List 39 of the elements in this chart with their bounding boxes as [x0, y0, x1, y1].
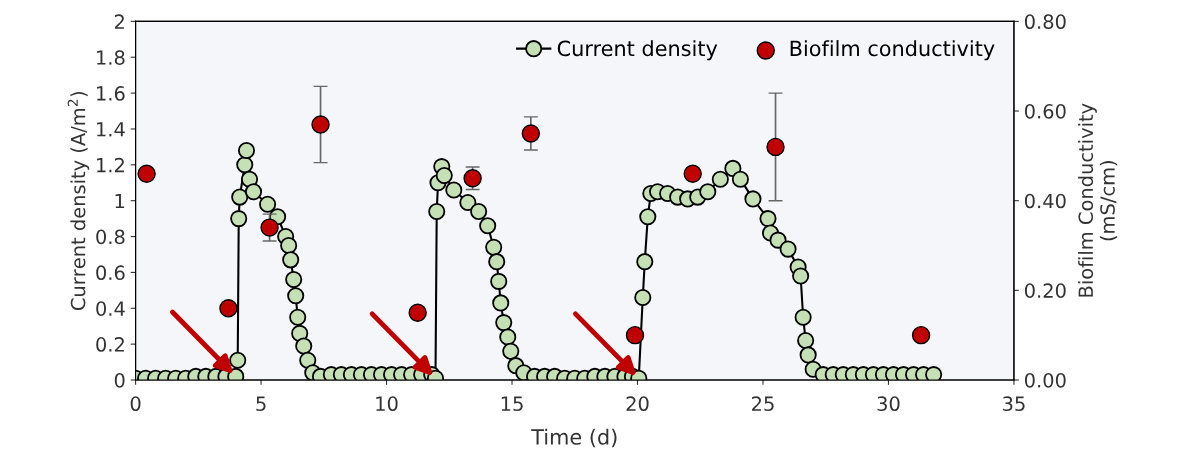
y-tick-label: 1.4 — [97, 122, 125, 137]
point — [408, 303, 427, 322]
x-tick-label: 0 — [130, 396, 141, 412]
legend-label: Current density — [557, 40, 718, 61]
y-tick-label: 0.2 — [96, 337, 124, 352]
point — [766, 137, 785, 157]
point — [311, 115, 330, 134]
point — [521, 124, 541, 143]
y2-tick-label: 0.40 — [1024, 193, 1066, 209]
point — [683, 164, 702, 183]
y-tick-label: 0.6 — [96, 265, 125, 281]
x-tick-label: 10 — [376, 396, 398, 412]
y-tick-label: 1.2 — [97, 157, 124, 173]
y2-tick-label: 0.00 — [1024, 372, 1066, 388]
y-axis-title: Current density (A/m$^{2}$) — [67, 92, 90, 311]
y-tick-label: 1.8 — [97, 50, 125, 65]
y-tick-label: 2 — [114, 14, 124, 29]
x-tick-label: 5 — [256, 396, 266, 412]
legend-label: Biofilm conductivity — [790, 40, 995, 61]
point — [911, 325, 931, 345]
point — [219, 299, 238, 318]
y2-tick-label: 0.80 — [1024, 14, 1066, 30]
x-tick-label: 20 — [626, 396, 649, 412]
y-tick-label: 1.6 — [97, 86, 125, 101]
x-tick-label: 30 — [877, 396, 900, 412]
point — [260, 218, 279, 237]
y2-axis-title: Biofilm Conductivity (mS/cm) — [1078, 103, 1118, 297]
y-tick-label: 0.4 — [96, 301, 125, 316]
x-axis-title: Time (d) — [531, 428, 617, 448]
y-tick-label: 1 — [115, 193, 125, 209]
point — [137, 164, 156, 183]
x-tick-label: 15 — [501, 396, 523, 412]
y-tick-label: 0 — [114, 372, 125, 388]
y2-tick-label: 0.60 — [1024, 103, 1066, 119]
y2-tick-label: 0.20 — [1024, 283, 1066, 299]
y-tick-label: 0.8 — [96, 229, 125, 245]
point — [625, 325, 645, 345]
x-tick-label: 25 — [752, 396, 774, 412]
x-tick-label: 35 — [1003, 396, 1025, 412]
